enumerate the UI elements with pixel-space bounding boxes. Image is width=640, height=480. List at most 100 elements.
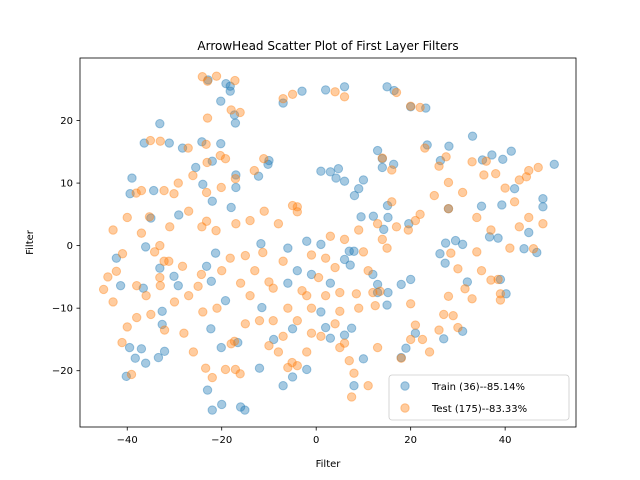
test-point: [201, 139, 211, 150]
test-point: [273, 347, 284, 357]
test-point: [250, 265, 260, 276]
test-point: [179, 328, 189, 338]
test-point: [320, 290, 331, 301]
test-point: [165, 222, 175, 232]
test-point: [358, 247, 369, 257]
test-point: [495, 289, 506, 299]
train-point: [383, 287, 393, 298]
test-point: [344, 356, 354, 366]
test-point: [538, 219, 548, 229]
test-point: [429, 190, 439, 201]
train-point: [197, 137, 207, 147]
test-point: [155, 280, 166, 291]
test-point: [424, 347, 435, 357]
train-point: [231, 182, 241, 193]
train-point: [346, 323, 357, 333]
train-point: [368, 269, 378, 280]
test-point: [159, 325, 170, 335]
train-point: [198, 179, 208, 190]
train-point: [410, 328, 421, 338]
train-point: [115, 280, 126, 291]
test-point: [524, 212, 534, 223]
test-point: [245, 290, 255, 301]
test-point: [188, 170, 198, 181]
test-point: [405, 299, 416, 309]
train-point: [484, 232, 495, 242]
train-point: [191, 162, 201, 173]
test-point: [278, 256, 288, 266]
test-point: [339, 92, 350, 102]
legend-label-train: Train (36)--85.14%: [431, 382, 525, 393]
test-point: [495, 295, 506, 305]
train-point: [339, 330, 350, 340]
train-point: [506, 146, 516, 156]
test-point: [183, 143, 193, 153]
test-point: [491, 169, 501, 179]
test-point: [268, 283, 278, 293]
train-point: [372, 145, 383, 156]
test-point: [410, 320, 421, 330]
train-point: [405, 274, 416, 285]
train-point: [467, 131, 478, 141]
test-point: [122, 212, 132, 223]
train-point: [501, 289, 511, 299]
test-point: [141, 290, 151, 301]
test-point: [149, 247, 160, 257]
test-point: [188, 347, 199, 357]
test-point: [230, 174, 241, 184]
test-point: [292, 207, 302, 217]
train-point: [325, 167, 336, 177]
test-point: [382, 243, 392, 253]
test-point: [346, 392, 357, 402]
test-point: [111, 266, 122, 276]
train-point: [173, 280, 183, 291]
test-point: [235, 369, 245, 379]
train-point: [140, 242, 151, 252]
test-point: [235, 107, 245, 118]
train-point: [379, 224, 389, 235]
train-point: [283, 278, 293, 288]
train-point: [140, 358, 151, 368]
test-point: [173, 178, 183, 188]
y-tick-label: −10: [52, 304, 73, 315]
test-point: [278, 331, 288, 342]
test-point: [372, 219, 383, 229]
train-point: [435, 155, 446, 166]
test-point: [302, 347, 312, 357]
train-point: [220, 295, 231, 306]
y-axis: −20 −10 0 10 20: [52, 116, 80, 377]
test-point: [245, 215, 255, 226]
test-point: [126, 369, 137, 380]
test-point: [467, 294, 477, 304]
test-point: [313, 272, 324, 283]
test-point: [292, 361, 302, 371]
train-point: [177, 143, 188, 153]
test-point: [264, 277, 274, 287]
train-point: [345, 260, 355, 270]
test-point: [476, 265, 487, 276]
y-tick-label: 0: [67, 241, 73, 252]
train-point: [174, 210, 184, 220]
test-point: [225, 253, 235, 263]
train-point: [146, 213, 156, 223]
train-point: [155, 118, 165, 129]
test-point: [259, 153, 269, 164]
test-point: [396, 353, 406, 363]
test-point: [240, 250, 251, 261]
train-point: [225, 81, 235, 91]
test-point: [183, 290, 194, 301]
test-point: [391, 222, 402, 232]
test-point: [155, 136, 166, 146]
test-point: [122, 322, 132, 332]
train-point: [287, 372, 298, 382]
train-point: [439, 334, 449, 344]
test-point: [493, 274, 503, 285]
test-point: [330, 319, 340, 329]
train-point: [221, 78, 231, 89]
test-point: [415, 209, 425, 220]
test-point: [207, 372, 217, 383]
test-point: [443, 291, 454, 301]
test-point: [439, 309, 449, 320]
train-point: [401, 343, 411, 353]
test-point: [368, 287, 378, 298]
